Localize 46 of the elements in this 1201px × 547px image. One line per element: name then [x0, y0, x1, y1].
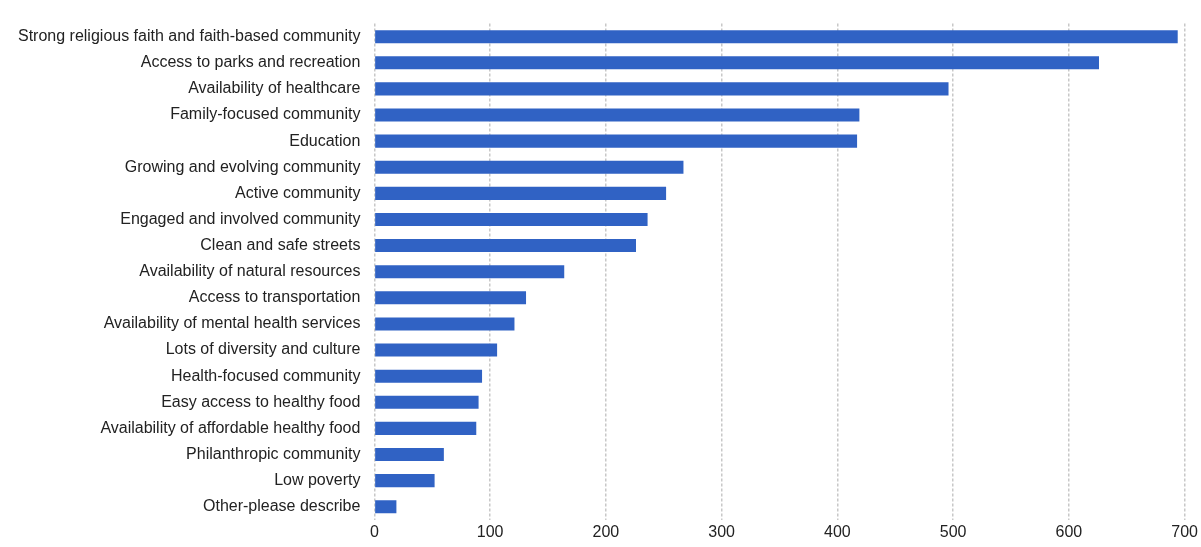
bar — [375, 343, 498, 357]
y-tick-label: Access to transportation — [188, 288, 361, 306]
y-tick-label: Clean and safe streets — [200, 235, 361, 253]
y-tick-label: Growing and evolving community — [124, 157, 361, 175]
x-tick-label: 0 — [369, 522, 379, 540]
bar — [375, 500, 397, 514]
y-tick-label: Philanthropic community — [186, 444, 361, 462]
x-tick-label: 600 — [1055, 522, 1083, 540]
y-tick-label: Easy access to healthy food — [161, 392, 361, 410]
bar — [375, 134, 858, 148]
y-tick-label: Strong religious faith and faith-based community — [18, 27, 361, 45]
y-tick-label: Availability of natural resources — [139, 262, 361, 280]
bar — [375, 369, 483, 383]
bar — [375, 30, 1178, 44]
bar — [375, 82, 949, 96]
y-tick-label: Availability of affordable healthy food — [100, 418, 361, 436]
y-tick-label: Education — [289, 131, 361, 149]
y-tick-label: Active community — [235, 183, 361, 201]
bar — [375, 474, 435, 488]
bar — [375, 212, 648, 226]
y-tick-label: Access to parks and recreation — [140, 53, 361, 71]
bar — [375, 239, 636, 253]
bar — [375, 291, 527, 305]
bar — [375, 447, 444, 462]
y-tick-label: Other-please describe — [202, 497, 361, 515]
bar — [375, 265, 565, 279]
x-tick-label: 100 — [476, 522, 504, 540]
bar — [375, 395, 479, 409]
bar — [375, 317, 515, 331]
x-tick-label: 300 — [708, 522, 736, 540]
x-tick-label: 200 — [592, 522, 620, 540]
y-tick-label: Health-focused community — [170, 366, 361, 384]
bar — [375, 160, 684, 174]
y-tick-label: Family-focused community — [170, 105, 361, 123]
y-tick-label: Low poverty — [274, 471, 361, 489]
x-tick-label: 500 — [939, 522, 967, 540]
bar — [375, 56, 1099, 70]
y-tick-label: Availability of healthcare — [188, 79, 361, 97]
y-tick-label: Engaged and involved community — [120, 209, 361, 227]
x-tick-label: 700 — [1171, 522, 1199, 540]
x-tick-label: 400 — [824, 522, 851, 540]
y-tick-label: Lots of diversity and culture — [165, 340, 361, 358]
bar — [375, 421, 477, 435]
y-tick-label: Availability of mental health services — [103, 314, 361, 332]
bar — [375, 186, 667, 200]
bar — [375, 108, 860, 122]
